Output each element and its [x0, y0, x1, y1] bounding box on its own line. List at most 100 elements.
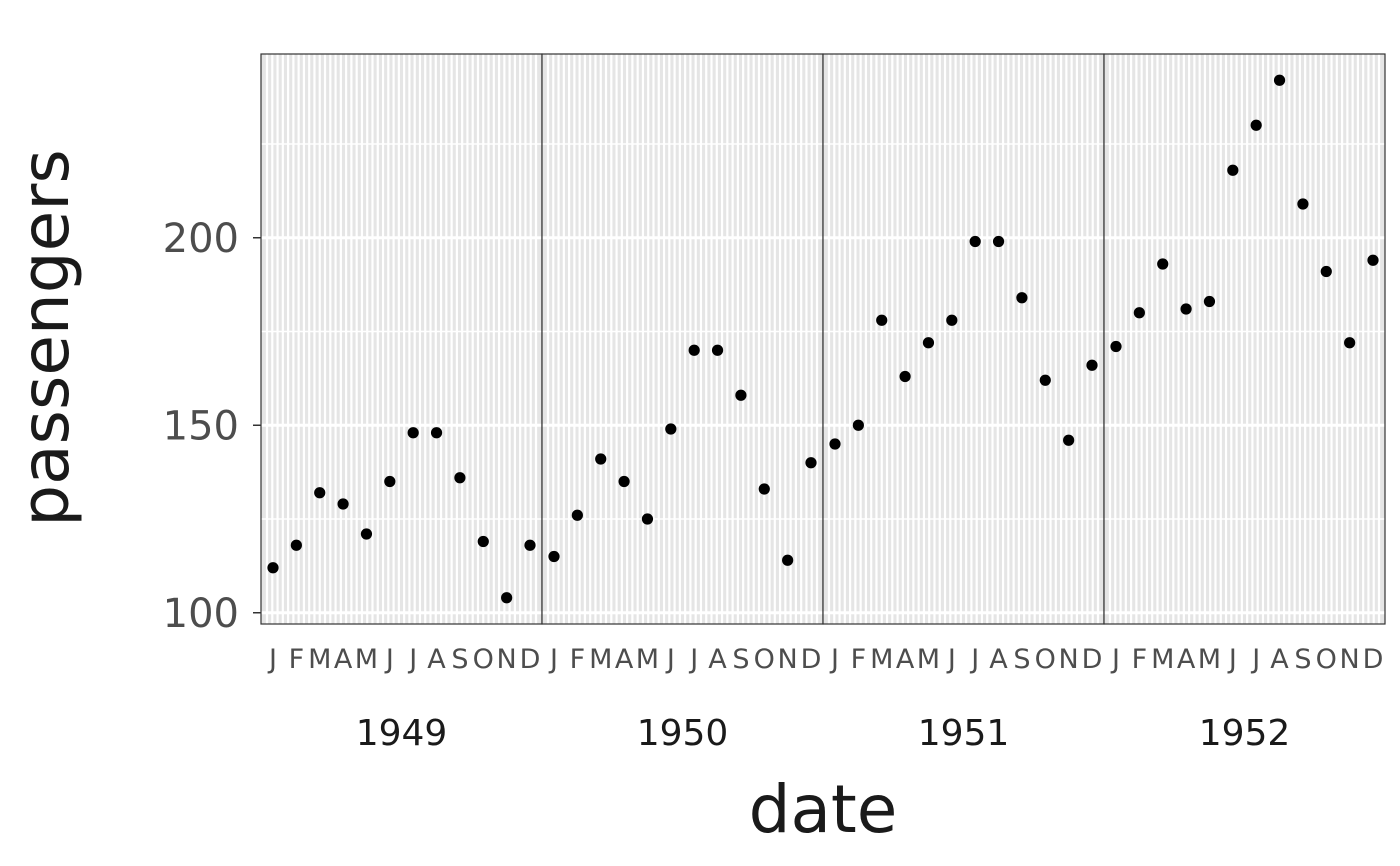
- x-tick-label-month: A: [1270, 644, 1289, 675]
- data-point: [922, 337, 935, 349]
- x-tick-label-month: J: [407, 644, 417, 675]
- data-point: [1110, 340, 1122, 353]
- data-point: [992, 235, 1005, 248]
- y-tick-label: 150: [163, 403, 239, 449]
- panel-background: [542, 54, 823, 624]
- data-point: [1320, 265, 1332, 278]
- data-point: [1016, 292, 1028, 304]
- data-point: [1039, 374, 1051, 386]
- x-tick-label-month: J: [946, 644, 956, 675]
- x-tick-label-month: J: [1227, 644, 1237, 675]
- panel-background: [1104, 54, 1385, 624]
- x-tick-label-month: A: [708, 644, 727, 675]
- data-point: [595, 453, 607, 465]
- panel-border: [1103, 53, 1386, 625]
- x-tick-label-year: 1952: [1199, 713, 1291, 754]
- x-tick-label-month: S: [732, 644, 749, 675]
- x-tick-label-month: S: [1294, 644, 1311, 675]
- x-axis-title: date: [749, 771, 898, 848]
- data-point: [1063, 434, 1075, 446]
- x-tick-label-month: M: [355, 644, 378, 675]
- x-tick-label-month: A: [1177, 644, 1196, 675]
- x-tick-label-year: 1950: [637, 713, 729, 754]
- data-point: [1203, 295, 1216, 308]
- y-tick-label: 100: [163, 591, 239, 637]
- x-tick-label-month: S: [1013, 644, 1030, 675]
- data-point: [711, 344, 724, 356]
- x-tick-label-month: O: [1035, 644, 1056, 675]
- data-point: [758, 483, 770, 495]
- y-tick-label: 200: [163, 216, 239, 262]
- data-point: [407, 427, 419, 439]
- x-tick-label-month: J: [688, 644, 698, 675]
- data-point: [360, 528, 373, 540]
- data-point: [1273, 74, 1286, 86]
- data-point: [688, 344, 700, 356]
- x-tick-label-month: M: [308, 644, 331, 675]
- data-point: [852, 419, 864, 431]
- x-tick-label-month: D: [520, 644, 541, 675]
- x-tick-label-month: A: [615, 644, 634, 675]
- y-axis: 100 150 200: [163, 216, 261, 637]
- x-tick-label-month: D: [1363, 644, 1384, 675]
- x-tick-label-month: O: [1316, 644, 1337, 675]
- data-point: [829, 438, 841, 450]
- x-tick-label-month: M: [917, 644, 940, 675]
- y-axis-title: passengers: [7, 149, 84, 527]
- x-tick-label-month: N: [778, 644, 798, 675]
- x-tick-label-month: J: [665, 644, 675, 675]
- x-tick-label-month: O: [754, 644, 775, 675]
- x-tick-label-month: A: [334, 644, 353, 675]
- x-tick-label-month: A: [427, 644, 446, 675]
- data-point: [1133, 307, 1145, 319]
- data-point: [454, 472, 466, 484]
- data-point: [1367, 254, 1379, 266]
- facet-panels: [260, 53, 1386, 625]
- panel-background: [823, 54, 1104, 624]
- data-point: [782, 554, 794, 566]
- data-point: [1250, 119, 1262, 131]
- x-tick-label-month: M: [1198, 644, 1221, 675]
- data-point: [384, 475, 396, 488]
- x-tick-label-month: A: [896, 644, 915, 675]
- x-tick-label-year: 1951: [918, 713, 1010, 754]
- data-point: [665, 423, 677, 435]
- data-point: [618, 475, 630, 488]
- x-tick-label-month: M: [870, 644, 893, 675]
- data-point: [641, 513, 654, 525]
- data-point: [1157, 258, 1169, 270]
- panel-background: [261, 54, 542, 624]
- data-point: [1180, 303, 1192, 315]
- x-tick-label-month: J: [1250, 644, 1260, 675]
- x-tick-label-month: D: [801, 644, 822, 675]
- data-point: [899, 370, 911, 383]
- data-point: [548, 550, 560, 563]
- data-point: [1297, 198, 1309, 210]
- x-tick-label-month: F: [1132, 644, 1148, 675]
- x-tick-label-month: M: [1151, 644, 1174, 675]
- data-point: [430, 427, 443, 439]
- data-point: [1227, 164, 1239, 176]
- data-point: [477, 535, 489, 548]
- facet-panel-1950: [541, 53, 824, 625]
- facet-panel-1951: [822, 53, 1105, 625]
- x-tick-label-month: N: [1340, 644, 1360, 675]
- data-point: [571, 509, 583, 521]
- x-tick-label-month: N: [497, 644, 517, 675]
- x-tick-label-month: F: [570, 644, 586, 675]
- x-tick-label-month: D: [1082, 644, 1103, 675]
- data-point: [1086, 359, 1098, 371]
- data-point: [876, 314, 888, 326]
- x-tick-label-month: J: [969, 644, 979, 675]
- x-tick-label-year: 1949: [356, 713, 448, 754]
- data-point: [290, 539, 302, 551]
- x-tick-label-month: M: [636, 644, 659, 675]
- data-point: [314, 487, 326, 499]
- x-tick-label-month: O: [473, 644, 494, 675]
- x-tick-label-month: F: [289, 644, 305, 675]
- facet-panel-1952: [1103, 53, 1386, 625]
- data-point: [501, 592, 513, 604]
- data-point: [267, 562, 279, 574]
